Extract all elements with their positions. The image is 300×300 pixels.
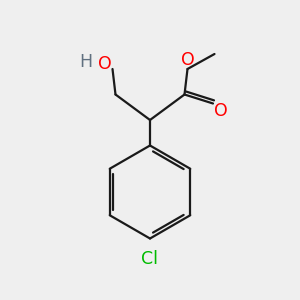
Text: O: O <box>98 55 112 73</box>
Text: O: O <box>214 102 227 120</box>
Text: O: O <box>181 51 194 69</box>
Text: Cl: Cl <box>142 250 158 268</box>
Text: H: H <box>79 52 92 70</box>
